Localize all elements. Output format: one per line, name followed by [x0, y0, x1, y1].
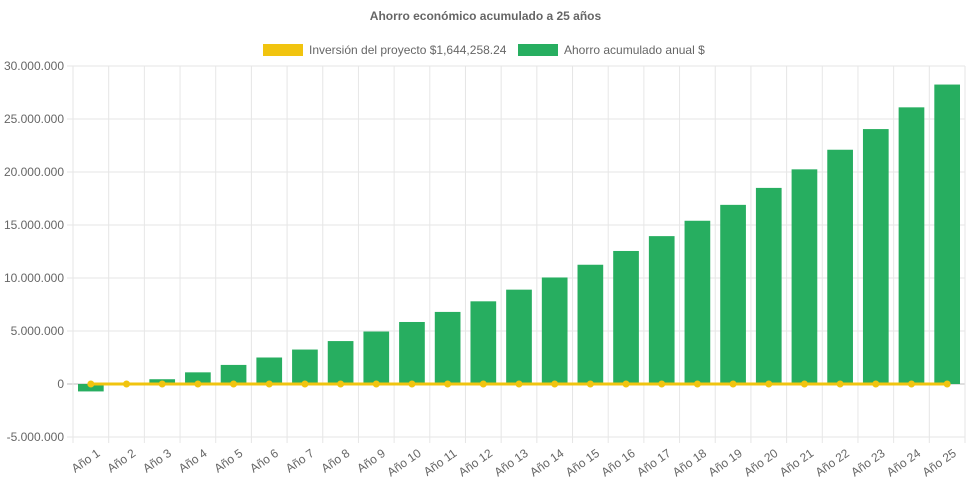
x-tick-label: Año 6	[247, 446, 281, 476]
x-tick-label: Año 18	[670, 446, 709, 479]
bar-ahorro[interactable]	[434, 311, 461, 384]
point-inversion[interactable]	[586, 380, 594, 388]
bar-ahorro[interactable]	[220, 364, 247, 384]
point-inversion[interactable]	[515, 380, 523, 388]
x-tick-label: Año 3	[140, 446, 174, 476]
x-tick-label: Año 25	[920, 446, 959, 479]
y-tick-label: 20.000.000	[4, 165, 64, 179]
x-tick-label: Año 1	[69, 446, 103, 476]
x-tick-label: Año 5	[212, 446, 246, 476]
legend-swatch-inversion	[263, 44, 303, 56]
point-inversion[interactable]	[872, 380, 880, 388]
point-inversion[interactable]	[765, 380, 773, 388]
x-tick-label: Año 10	[384, 446, 423, 479]
x-tick-label: Año 9	[354, 446, 388, 476]
point-inversion[interactable]	[907, 380, 915, 388]
x-tick-label: Año 14	[527, 446, 566, 479]
point-inversion[interactable]	[729, 380, 737, 388]
point-inversion[interactable]	[800, 380, 808, 388]
x-tick-label: Año 16	[599, 446, 638, 479]
point-inversion[interactable]	[87, 380, 95, 388]
legend-swatch-ahorro	[518, 44, 558, 56]
point-inversion[interactable]	[194, 380, 202, 388]
bar-ahorro[interactable]	[506, 289, 532, 384]
y-tick-label: 15.000.000	[4, 218, 64, 232]
x-tick-label: Año 24	[884, 446, 923, 479]
point-inversion[interactable]	[658, 380, 666, 388]
x-tick-label: Año 17	[634, 446, 673, 479]
point-inversion[interactable]	[622, 380, 630, 388]
bar-ahorro[interactable]	[613, 250, 639, 384]
bar-ahorro[interactable]	[256, 357, 283, 385]
x-tick-label: Año 7	[283, 446, 317, 476]
bar-ahorro[interactable]	[399, 321, 425, 384]
bar-ahorro[interactable]	[577, 264, 604, 384]
point-inversion[interactable]	[408, 380, 416, 388]
x-tick-label: Año 8	[319, 446, 353, 476]
x-tick-label: Año 11	[421, 446, 460, 479]
legend-label-ahorro: Ahorro acumulado anual $	[564, 43, 705, 57]
point-inversion[interactable]	[836, 380, 844, 388]
x-tick-label: Año 20	[741, 446, 780, 479]
y-tick-label: 30.000.000	[4, 59, 64, 73]
y-tick-label: 10.000.000	[4, 271, 64, 285]
x-tick-label: Año 22	[813, 446, 852, 479]
bar-ahorro[interactable]	[791, 169, 818, 384]
bar-ahorro[interactable]	[684, 220, 711, 384]
x-tick-label: Año 19	[706, 446, 745, 479]
x-tick-label: Año 2	[105, 446, 139, 476]
chart-title: Ahorro económico acumulado a 25 años	[369, 9, 602, 23]
bar-ahorro[interactable]	[292, 349, 318, 384]
point-inversion[interactable]	[301, 380, 309, 388]
bar-ahorro[interactable]	[862, 129, 889, 384]
bar-ahorro[interactable]	[827, 149, 853, 384]
point-inversion[interactable]	[479, 380, 487, 388]
bar-ahorro[interactable]	[470, 301, 497, 384]
point-inversion[interactable]	[337, 380, 345, 388]
bar-ahorro[interactable]	[185, 372, 211, 384]
point-inversion[interactable]	[372, 380, 380, 388]
legend-item-ahorro[interactable]: Ahorro acumulado anual $	[518, 42, 705, 58]
bar-ahorro[interactable]	[541, 277, 568, 384]
point-inversion[interactable]	[265, 380, 273, 388]
point-inversion[interactable]	[551, 380, 559, 388]
point-inversion[interactable]	[943, 380, 951, 388]
x-tick-label: Año 21	[777, 446, 816, 479]
x-tick-label: Año 23	[848, 446, 887, 479]
bar-ahorro[interactable]	[755, 187, 782, 384]
x-tick-label: Año 13	[492, 446, 531, 479]
y-tick-label: 0	[57, 377, 64, 391]
bar-ahorro[interactable]	[77, 384, 104, 392]
legend-label-inversion: Inversión del proyecto $1,644,258.24	[309, 43, 507, 57]
bar-ahorro[interactable]	[327, 341, 354, 384]
point-inversion[interactable]	[230, 380, 238, 388]
bar-ahorro[interactable]	[898, 107, 925, 384]
y-tick-label: 5.000.000	[11, 324, 65, 338]
legend-item-inversion[interactable]: Inversión del proyecto $1,644,258.24	[263, 42, 506, 58]
bar-ahorro[interactable]	[720, 204, 746, 384]
x-tick-label: Año 12	[456, 446, 495, 479]
point-inversion[interactable]	[444, 380, 452, 388]
y-tick-label: 25.000.000	[4, 112, 64, 126]
bar-ahorro[interactable]	[648, 236, 675, 384]
bar-ahorro[interactable]	[934, 84, 961, 385]
y-tick-label: -5.000.000	[7, 430, 65, 444]
x-tick-label: Año 4	[176, 446, 210, 476]
chart-legend: Inversión del proyecto $1,644,258.24 Aho…	[0, 42, 971, 58]
point-inversion[interactable]	[158, 380, 166, 388]
x-tick-label: Año 15	[563, 446, 602, 479]
point-inversion[interactable]	[693, 380, 701, 388]
point-inversion[interactable]	[123, 380, 131, 388]
bar-ahorro[interactable]	[363, 331, 390, 384]
